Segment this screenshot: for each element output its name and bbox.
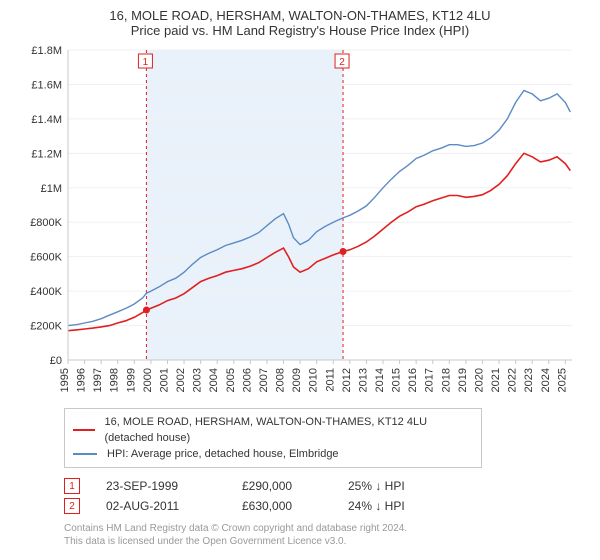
marker-row-1: 1 23-SEP-1999 £290,000 25% ↓ HPI	[64, 476, 590, 496]
marker-date-1: 23-SEP-1999	[106, 479, 216, 493]
marker-badge-2: 2	[64, 498, 80, 514]
svg-text:2000: 2000	[142, 368, 154, 392]
svg-text:£1.8M: £1.8M	[31, 45, 62, 57]
legend-swatch-price-paid	[73, 429, 95, 431]
svg-text:2010: 2010	[308, 368, 320, 392]
legend: 16, MOLE ROAD, HERSHAM, WALTON-ON-THAMES…	[64, 408, 482, 468]
svg-text:2023: 2023	[523, 368, 535, 392]
svg-text:2008: 2008	[275, 368, 287, 392]
marker-date-2: 02-AUG-2011	[106, 499, 216, 513]
svg-text:1996: 1996	[76, 368, 88, 392]
svg-text:2: 2	[339, 57, 345, 68]
svg-text:2012: 2012	[341, 368, 353, 392]
svg-text:2022: 2022	[507, 368, 519, 392]
chart-container: 16, MOLE ROAD, HERSHAM, WALTON-ON-THAMES…	[0, 0, 600, 554]
marker-table: 1 23-SEP-1999 £290,000 25% ↓ HPI 2 02-AU…	[64, 476, 590, 516]
svg-text:2001: 2001	[158, 368, 170, 392]
svg-text:2024: 2024	[540, 368, 552, 392]
footnote-line-1: Contains HM Land Registry data © Crown c…	[64, 522, 590, 535]
line-chart: £0 £200K £400K £600K £800K £1M £1.2M £1.4M £1.6M…	[20, 44, 580, 404]
marker-price-2: £630,000	[242, 499, 322, 513]
svg-text:2016: 2016	[407, 368, 419, 392]
svg-text:2004: 2004	[208, 368, 220, 392]
marker-pct-1: 25% ↓ HPI	[348, 479, 448, 493]
svg-text:£800K: £800K	[30, 217, 62, 229]
title-line-1: 16, MOLE ROAD, HERSHAM, WALTON-ON-THAMES…	[10, 8, 590, 23]
svg-text:2017: 2017	[424, 368, 436, 392]
svg-text:2003: 2003	[192, 368, 204, 392]
svg-text:1999: 1999	[125, 368, 137, 392]
svg-text:1998: 1998	[109, 368, 121, 392]
legend-swatch-hpi	[73, 453, 97, 455]
svg-text:2002: 2002	[175, 368, 187, 392]
legend-label-hpi: HPI: Average price, detached house, Elmb…	[107, 446, 339, 462]
svg-text:2021: 2021	[490, 368, 502, 392]
svg-text:£1.6M: £1.6M	[31, 79, 62, 91]
svg-text:2005: 2005	[225, 368, 237, 392]
svg-text:2015: 2015	[391, 368, 403, 392]
svg-text:2013: 2013	[357, 368, 369, 392]
legend-item-price-paid: 16, MOLE ROAD, HERSHAM, WALTON-ON-THAMES…	[73, 414, 473, 446]
marker-pct-2: 24% ↓ HPI	[348, 499, 448, 513]
svg-text:1: 1	[143, 57, 149, 68]
svg-text:£1.2M: £1.2M	[31, 148, 62, 160]
svg-text:£400K: £400K	[30, 286, 62, 298]
svg-text:1995: 1995	[59, 368, 71, 392]
svg-text:2019: 2019	[457, 368, 469, 392]
svg-text:2014: 2014	[374, 368, 386, 392]
footnote-line-2: This data is licensed under the Open Gov…	[64, 535, 590, 548]
svg-text:£600K: £600K	[30, 252, 62, 264]
svg-text:£200K: £200K	[30, 321, 62, 333]
svg-text:£1.4M: £1.4M	[31, 114, 62, 126]
svg-text:£1M: £1M	[41, 183, 62, 195]
marker-row-2: 2 02-AUG-2011 £630,000 24% ↓ HPI	[64, 496, 590, 516]
svg-text:1997: 1997	[92, 368, 104, 392]
marker-badge-1: 1	[64, 478, 80, 494]
title-block: 16, MOLE ROAD, HERSHAM, WALTON-ON-THAMES…	[10, 8, 590, 38]
footnote: Contains HM Land Registry data © Crown c…	[64, 522, 590, 548]
svg-text:2025: 2025	[556, 368, 568, 392]
svg-text:2011: 2011	[324, 368, 336, 392]
title-line-2: Price paid vs. HM Land Registry's House …	[10, 23, 590, 38]
svg-text:£0: £0	[50, 355, 62, 367]
svg-text:2006: 2006	[241, 368, 253, 392]
svg-text:2018: 2018	[440, 368, 452, 392]
marker-price-1: £290,000	[242, 479, 322, 493]
legend-label-price-paid: 16, MOLE ROAD, HERSHAM, WALTON-ON-THAMES…	[105, 414, 474, 446]
svg-text:2009: 2009	[291, 368, 303, 392]
svg-text:2020: 2020	[473, 368, 485, 392]
svg-text:2007: 2007	[258, 368, 270, 392]
legend-item-hpi: HPI: Average price, detached house, Elmb…	[73, 446, 473, 462]
